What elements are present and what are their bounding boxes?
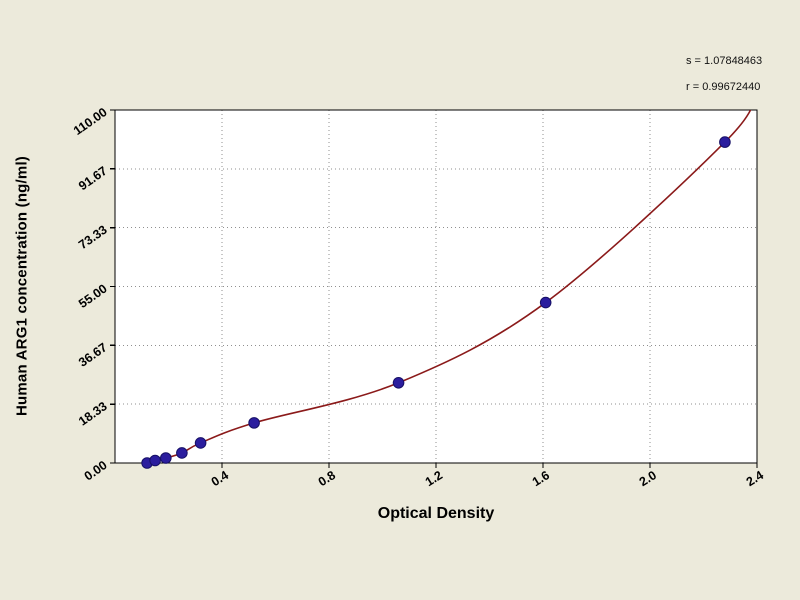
data-point [392,376,405,389]
data-point [539,296,552,309]
fit-statistics: s = 1.07848463 r = 0.99672440 [686,48,796,100]
y-tick-label: 18.33 [76,399,110,428]
y-tick-label: 55.00 [76,281,110,310]
x-tick-label: 2.0 [637,468,659,489]
data-point [719,136,731,148]
x-tick-label: 1.6 [530,468,552,489]
data-point [149,454,161,467]
y-tick-label: 0.00 [82,458,110,483]
data-point [160,452,172,464]
data-point [248,417,260,429]
x-tick-label: 2.4 [744,468,766,489]
stat-correlation: r = 0.99672440 [686,81,761,93]
x-axis-title: Optical Density [377,505,495,522]
x-tick-label: 0.8 [316,468,338,489]
y-tick-label: 91.67 [76,164,110,193]
y-axis-title: Human ARG1 concentration (ng/ml) [13,155,31,417]
x-tick-label: 1.2 [423,468,445,489]
y-tick-label: 36.67 [76,340,110,369]
data-point [194,437,207,449]
x-tick-label: 0.4 [209,468,231,489]
y-tick-label: 110.00 [71,105,110,138]
data-point [176,447,188,459]
y-tick-label: 73.33 [76,223,110,252]
stat-standard-error: s = 1.07848463 [686,55,763,67]
